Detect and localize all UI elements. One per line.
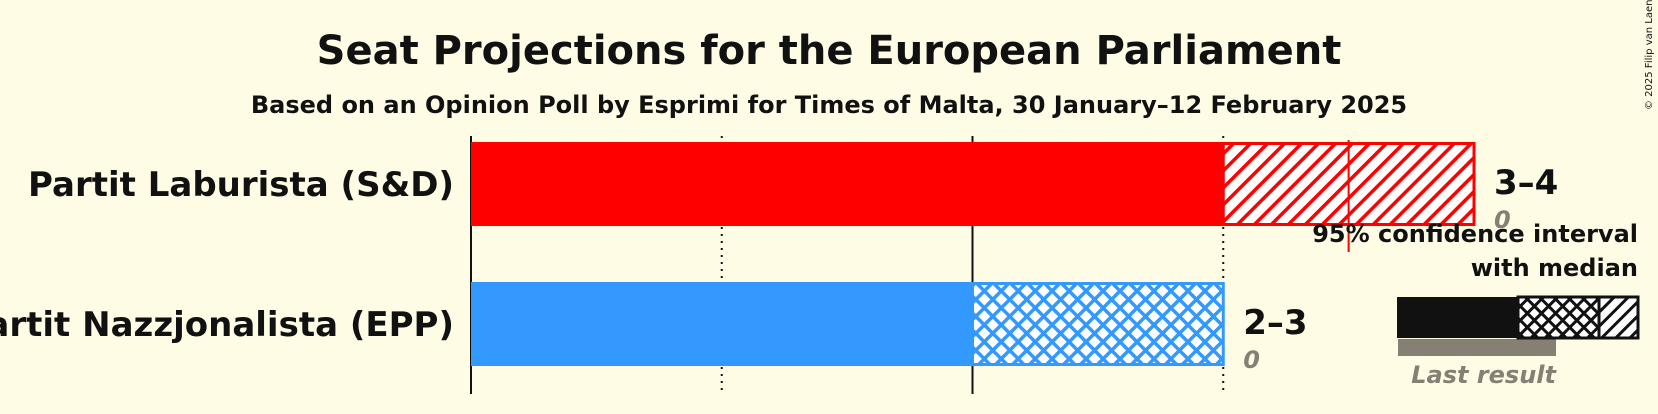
- bar-solid-1: [471, 282, 973, 366]
- legend-crosshatch-bar: [1516, 295, 1601, 340]
- legend-ci-label-line2: with median: [1471, 254, 1638, 282]
- legend: 95% confidence interval with median Last…: [1312, 220, 1640, 389]
- last-result-label-1: 0: [1243, 346, 1260, 374]
- range-label-0: 3–4: [1494, 163, 1558, 203]
- legend-ci-label-line1: 95% confidence interval: [1312, 220, 1638, 248]
- copyright-text: © 2025 Filip van Laenen: [1644, 0, 1655, 110]
- bars-group: 3–4 0 Partit Laburista (S&D) 2–3 0 Partit Naz…: [0, 140, 1558, 374]
- legend-solid-bar: [1397, 297, 1518, 338]
- bar-ci-1: [971, 282, 1225, 366]
- bar-solid-0: [471, 142, 1224, 226]
- chart-subtitle: Based on an Opinion Poll by Esprimi for …: [251, 91, 1407, 119]
- party-label-1: Partit Nazzjonalista (EPP): [0, 305, 454, 345]
- party-label-0: Partit Laburista (S&D): [28, 165, 454, 205]
- chart-title: Seat Projections for the European Parlia…: [317, 28, 1342, 74]
- range-label-1: 2–3: [1243, 303, 1307, 343]
- last-result-label-0: 0: [1494, 206, 1511, 234]
- legend-last-result-bar: [1398, 339, 1556, 356]
- legend-hatch-bar: [1597, 295, 1640, 340]
- legend-last-result-label: Last result: [1411, 361, 1557, 389]
